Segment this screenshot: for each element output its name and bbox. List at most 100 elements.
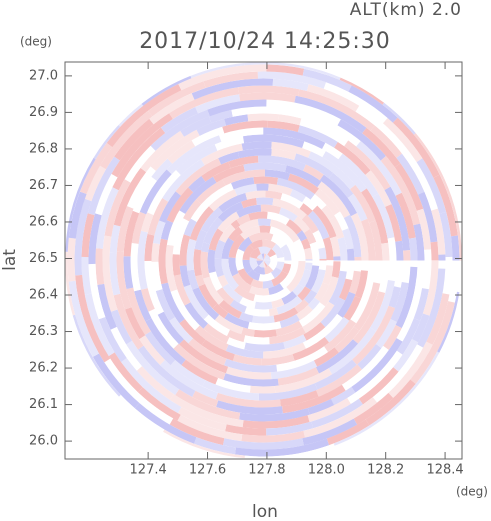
y-tick-label: 26.3 — [29, 324, 58, 339]
radar-cell — [247, 269, 261, 281]
radar-cell — [155, 289, 175, 321]
radar-cell — [149, 93, 195, 125]
radar-cell — [369, 220, 383, 261]
radar-cell — [238, 85, 300, 97]
radar-cell — [430, 241, 439, 261]
radar-cell — [355, 105, 422, 174]
radar-cell — [130, 243, 141, 292]
radar-cell — [417, 268, 446, 348]
radar-cell — [141, 75, 192, 106]
radar-cell — [144, 331, 176, 366]
radar-cell — [415, 169, 438, 211]
x-tick-label: 127.4 — [130, 463, 167, 478]
radar-cell — [244, 443, 335, 459]
radar-cell — [337, 237, 348, 261]
radar-cell — [137, 345, 196, 397]
chart-title: 2017/10/24 14:25:30 — [139, 29, 391, 54]
radar-cell — [126, 340, 179, 396]
radar-cell — [106, 84, 182, 148]
radar-cell — [68, 191, 87, 239]
radar-cell — [383, 325, 402, 350]
radar-cell — [292, 283, 305, 297]
radar-cell — [242, 259, 253, 274]
radar-cell — [387, 237, 397, 261]
radar-cell — [75, 274, 111, 363]
radar-cell — [372, 193, 395, 239]
radar-cell — [297, 89, 375, 131]
radar-cell — [238, 236, 253, 252]
radar-cell — [234, 285, 256, 302]
radar-cell — [244, 342, 285, 352]
radar-cell — [113, 167, 147, 227]
radar-cell — [296, 305, 313, 321]
radar-cell — [258, 260, 264, 268]
radar-cell — [314, 188, 341, 216]
radar-cell — [180, 116, 212, 137]
radar-cell — [160, 220, 174, 241]
radar-cell — [241, 141, 272, 151]
radar-cell — [271, 234, 287, 249]
radar-cell — [200, 207, 223, 233]
radar-cell — [301, 111, 361, 147]
radar-field — [65, 62, 462, 459]
radar-cell — [188, 175, 206, 193]
radar-cell — [292, 337, 330, 361]
radar-cell — [249, 257, 259, 270]
radar-cell — [249, 286, 270, 296]
radar-cell — [412, 313, 430, 343]
radar-cell — [200, 251, 210, 279]
radar-cell — [203, 71, 258, 88]
radar-cell — [139, 169, 172, 215]
radar-cell — [136, 366, 174, 400]
radar-cell — [316, 364, 362, 397]
radar-cell — [201, 143, 243, 166]
radar-cell — [272, 78, 309, 91]
radar-cell — [236, 204, 262, 218]
radar-cell — [370, 280, 395, 332]
radar-cell — [166, 135, 222, 175]
radar-cell — [158, 191, 181, 223]
radar-cell — [308, 151, 356, 190]
radar-cell — [410, 301, 455, 384]
radar-cell — [329, 236, 341, 257]
radar-cell — [214, 136, 245, 151]
radar-cell — [350, 213, 369, 261]
radar-cell — [226, 337, 246, 350]
radar-cell — [312, 205, 337, 239]
radar-cell — [194, 437, 236, 455]
y-tick-label: 26.9 — [29, 105, 58, 120]
plot-frame — [64, 61, 463, 460]
radar-cell — [268, 307, 279, 317]
radar-cell — [245, 190, 266, 200]
radar-cell — [310, 194, 327, 210]
radar-cell — [271, 243, 285, 259]
radar-cell — [304, 262, 313, 271]
radar-cell — [304, 247, 313, 260]
radar-cell — [337, 291, 356, 318]
radar-cell — [235, 248, 245, 271]
radar-cell — [224, 312, 250, 329]
radar-cell — [311, 269, 326, 294]
radar-cell — [217, 201, 244, 222]
radar-cell — [191, 126, 225, 147]
radar-cell — [395, 240, 404, 261]
radar-cell — [203, 217, 223, 245]
radar-cell — [258, 155, 306, 171]
radar-cell — [305, 265, 320, 291]
radar-cell — [150, 129, 200, 171]
radar-cell — [65, 251, 76, 316]
radar-cell — [264, 169, 291, 181]
radar-cell — [65, 157, 96, 252]
radar-cell — [343, 296, 362, 321]
radar-cell — [445, 256, 453, 261]
radar-cell — [297, 125, 338, 148]
radar-cell — [218, 299, 242, 319]
radar-cell — [132, 176, 157, 214]
radar-cell — [297, 286, 311, 301]
radar-cell — [161, 282, 185, 324]
radar-cell — [141, 212, 154, 233]
x-tick-label: 128.4 — [426, 463, 463, 478]
radar-cell — [221, 237, 235, 259]
radar-cell — [239, 297, 256, 309]
radar-cell — [306, 84, 360, 112]
